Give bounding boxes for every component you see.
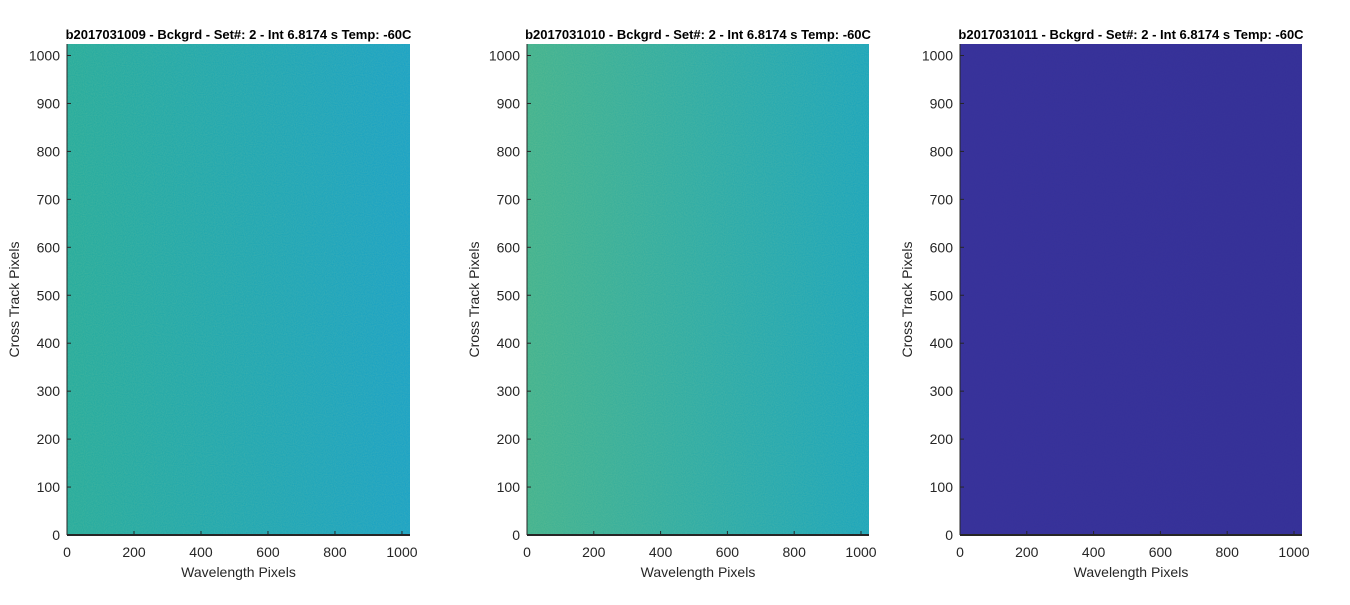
y-axis-label: Cross Track Pixels xyxy=(899,242,915,358)
y-tick-label: 300 xyxy=(497,383,521,399)
chart-title: b2017031011 - Bckgrd - Set#: 2 - Int 6.8… xyxy=(958,27,1304,42)
chart-panel-3: 0 200 400 600 800 1000 0 100 200 300 400 500 600 700 8… xyxy=(899,27,1310,580)
y-tick-label: 700 xyxy=(497,191,521,207)
y-tick-label: 600 xyxy=(930,239,954,255)
x-tick-label: 1000 xyxy=(1278,544,1309,560)
heatmap-noise-texture xyxy=(527,44,869,535)
y-tick-label: 200 xyxy=(497,431,521,447)
x-axis-label: Wavelength Pixels xyxy=(641,564,756,580)
x-tick-label: 400 xyxy=(1082,544,1106,560)
x-tick-label: 800 xyxy=(783,544,807,560)
y-tick-label: 100 xyxy=(497,479,521,495)
heatmap-noise-texture xyxy=(960,44,1302,535)
y-tick-label: 900 xyxy=(930,95,954,111)
y-tick-label: 900 xyxy=(497,95,521,111)
y-tick-label: 1000 xyxy=(489,48,520,64)
x-axis-label: Wavelength Pixels xyxy=(181,564,296,580)
chart-title: b2017031009 - Bckgrd - Set#: 2 - Int 6.8… xyxy=(66,27,412,42)
x-tick-label: 0 xyxy=(956,544,964,560)
y-tick-label: 1000 xyxy=(922,48,953,64)
y-tick-label: 100 xyxy=(930,479,954,495)
chart-panel-2: 0 200 400 600 800 1000 0 100 200 300 400 500 600 700 8… xyxy=(466,27,877,580)
y-tick-label: 100 xyxy=(37,479,61,495)
chart-panel-1: 0 200 400 600 800 1000 0 100 200 300 400 500 600 700 8… xyxy=(6,27,418,580)
y-tick-label: 700 xyxy=(37,191,61,207)
y-tick-label: 500 xyxy=(930,287,954,303)
x-tick-label: 200 xyxy=(582,544,606,560)
x-axis-label: Wavelength Pixels xyxy=(1074,564,1189,580)
y-tick-label: 200 xyxy=(37,431,61,447)
y-tick-label: 400 xyxy=(37,335,61,351)
x-tick-label: 0 xyxy=(523,544,531,560)
x-tick-label: 200 xyxy=(122,544,146,560)
x-tick-label: 800 xyxy=(323,544,347,560)
x-tick-label: 800 xyxy=(1216,544,1240,560)
y-tick-label: 800 xyxy=(930,143,954,159)
y-tick-label: 600 xyxy=(37,239,61,255)
x-tick-label: 600 xyxy=(1149,544,1173,560)
y-tick-label: 600 xyxy=(497,239,521,255)
y-tick-label: 0 xyxy=(52,527,60,543)
y-tick-label: 1000 xyxy=(29,48,60,64)
y-tick-label: 500 xyxy=(37,287,61,303)
y-tick-label: 300 xyxy=(930,383,954,399)
heatmap-noise-texture xyxy=(67,44,410,535)
y-tick-label: 900 xyxy=(37,95,61,111)
x-tick-label: 400 xyxy=(189,544,213,560)
y-tick-label: 800 xyxy=(37,143,61,159)
y-tick-label: 800 xyxy=(497,143,521,159)
chart-title: b2017031010 - Bckgrd - Set#: 2 - Int 6.8… xyxy=(525,27,871,42)
y-tick-label: 0 xyxy=(512,527,520,543)
x-tick-label: 600 xyxy=(256,544,280,560)
y-tick-label: 400 xyxy=(930,335,954,351)
y-tick-label: 0 xyxy=(945,527,953,543)
x-tick-label: 1000 xyxy=(845,544,876,560)
y-tick-label: 500 xyxy=(497,287,521,303)
y-axis-label: Cross Track Pixels xyxy=(6,242,22,358)
y-tick-label: 700 xyxy=(930,191,954,207)
y-tick-label: 300 xyxy=(37,383,61,399)
x-tick-label: 600 xyxy=(716,544,740,560)
x-tick-label: 200 xyxy=(1015,544,1039,560)
y-tick-label: 200 xyxy=(930,431,954,447)
y-axis-label: Cross Track Pixels xyxy=(466,242,482,358)
x-tick-label: 1000 xyxy=(386,544,417,560)
y-tick-label: 400 xyxy=(497,335,521,351)
x-tick-label: 400 xyxy=(649,544,673,560)
x-tick-label: 0 xyxy=(63,544,71,560)
